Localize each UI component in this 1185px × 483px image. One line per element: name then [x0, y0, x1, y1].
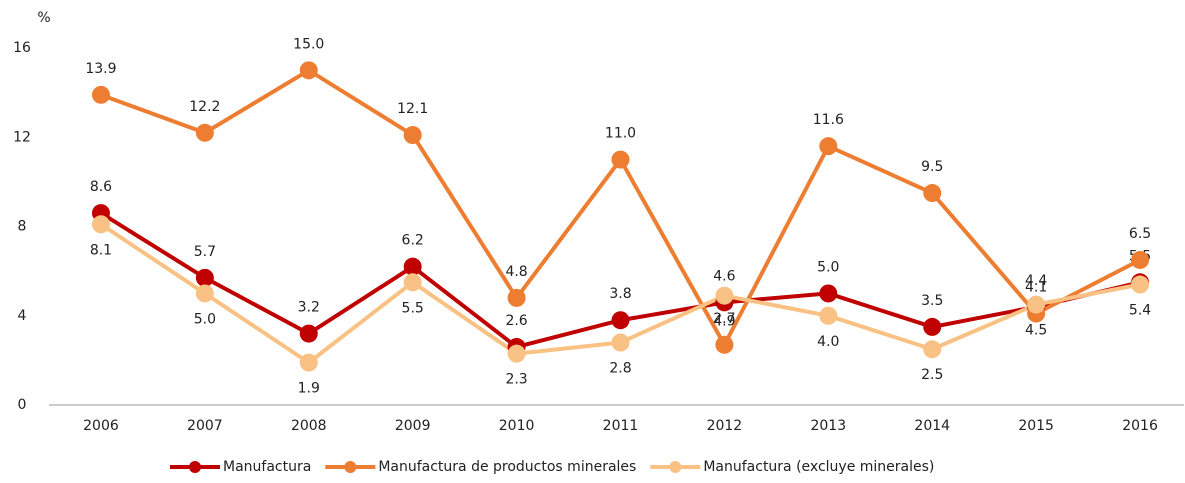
- x-tick-label: 2007: [187, 418, 223, 434]
- data-point: [923, 317, 942, 336]
- data-label: 13.9: [85, 61, 116, 77]
- data-label: 3.2: [298, 300, 320, 316]
- data-label: 8.6: [90, 179, 112, 195]
- data-point: [195, 123, 214, 142]
- data-point: [611, 333, 630, 352]
- x-tick-label: 2015: [1018, 418, 1054, 434]
- x-tick-label: 2014: [914, 418, 950, 434]
- data-point: [91, 85, 110, 104]
- data-point: [923, 184, 942, 203]
- data-point: [507, 344, 526, 363]
- data-point: [299, 61, 318, 80]
- data-label: 9.5: [921, 159, 943, 175]
- data-point: [715, 286, 734, 305]
- y-tick-label: 12: [13, 129, 31, 145]
- x-tick-label: 2008: [291, 418, 327, 434]
- legend-label: Manufactura (excluye minerales): [703, 459, 934, 475]
- data-point: [715, 335, 734, 354]
- data-label: 5.0: [817, 259, 839, 275]
- data-point: [91, 215, 110, 234]
- x-tick-label: 2013: [810, 418, 846, 434]
- data-label: 5.4: [1129, 303, 1151, 319]
- data-point: [819, 306, 838, 325]
- data-point: [507, 288, 526, 307]
- legend-label: Manufactura: [223, 459, 311, 475]
- y-tick-label: 4: [18, 308, 27, 324]
- y-axis-label: %: [37, 10, 50, 26]
- x-tick-label: 2010: [499, 418, 535, 434]
- y-tick-label: 8: [18, 219, 27, 235]
- legend-marker: [669, 461, 682, 473]
- data-label: 5.7: [194, 244, 216, 260]
- data-label: 4.6: [713, 268, 735, 284]
- data-label: 3.8: [609, 286, 631, 302]
- data-point: [819, 137, 838, 156]
- data-label: 5.5: [402, 300, 424, 316]
- data-point: [923, 340, 942, 359]
- data-label: 2.5: [921, 367, 943, 383]
- data-point: [195, 268, 214, 287]
- data-label: 4.5: [1025, 323, 1047, 339]
- data-label: 4.1: [1025, 280, 1047, 296]
- data-point: [819, 284, 838, 303]
- data-point: [1131, 275, 1150, 294]
- data-label: 4.4: [1025, 273, 1047, 289]
- data-label: 5.0: [194, 311, 216, 327]
- y-tick-label: 16: [13, 40, 31, 56]
- legend-marker: [189, 461, 201, 473]
- data-label: 3.5: [921, 293, 943, 309]
- x-tick-label: 2009: [395, 418, 431, 434]
- x-tick-label: 2011: [603, 418, 639, 434]
- data-point: [403, 257, 422, 276]
- data-label: 6.2: [402, 233, 424, 249]
- data-label: 4.9: [713, 314, 735, 330]
- data-label: 2.7: [713, 311, 735, 327]
- data-label: 2.6: [505, 313, 527, 329]
- data-label: 8.1: [90, 242, 112, 258]
- legend-label: Manufactura de productos minerales: [378, 459, 636, 475]
- legend-marker: [344, 461, 357, 473]
- data-label: 12.2: [189, 99, 220, 115]
- data-point: [1131, 250, 1150, 269]
- x-tick-label: 2006: [83, 418, 119, 434]
- data-label: 4.0: [817, 334, 839, 350]
- data-label: 11.0: [605, 126, 636, 142]
- data-label: 15.0: [293, 36, 324, 52]
- data-point: [611, 150, 630, 169]
- data-label: 6.5: [1129, 226, 1151, 242]
- data-label: 2.8: [609, 361, 631, 377]
- data-point: [403, 126, 422, 145]
- data-label: 1.9: [298, 381, 320, 397]
- y-tick-label: 0: [18, 397, 27, 413]
- x-tick-label: 2016: [1122, 418, 1158, 434]
- data-point: [403, 273, 422, 292]
- data-label: 12.1: [397, 101, 428, 117]
- data-point: [299, 324, 318, 343]
- data-point: [299, 353, 318, 372]
- x-tick-label: 2012: [707, 418, 743, 434]
- data-label: 11.6: [813, 112, 844, 128]
- data-label: 4.8: [505, 264, 527, 280]
- data-label: 2.3: [505, 372, 527, 388]
- data-point: [611, 311, 630, 330]
- data-point: [195, 284, 214, 303]
- data-point: [1027, 295, 1046, 314]
